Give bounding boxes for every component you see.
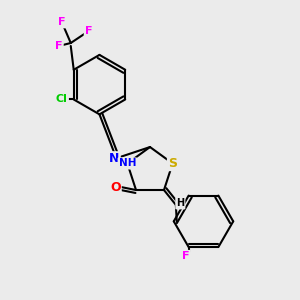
Text: F: F [55, 41, 63, 51]
Text: O: O [110, 181, 121, 194]
Text: F: F [85, 26, 92, 36]
Text: N: N [109, 152, 119, 165]
Text: H: H [176, 198, 184, 208]
Text: F: F [58, 17, 66, 27]
Text: F: F [182, 251, 189, 261]
Text: NH: NH [118, 158, 136, 169]
Text: S: S [168, 157, 177, 170]
Text: Cl: Cl [56, 94, 68, 104]
